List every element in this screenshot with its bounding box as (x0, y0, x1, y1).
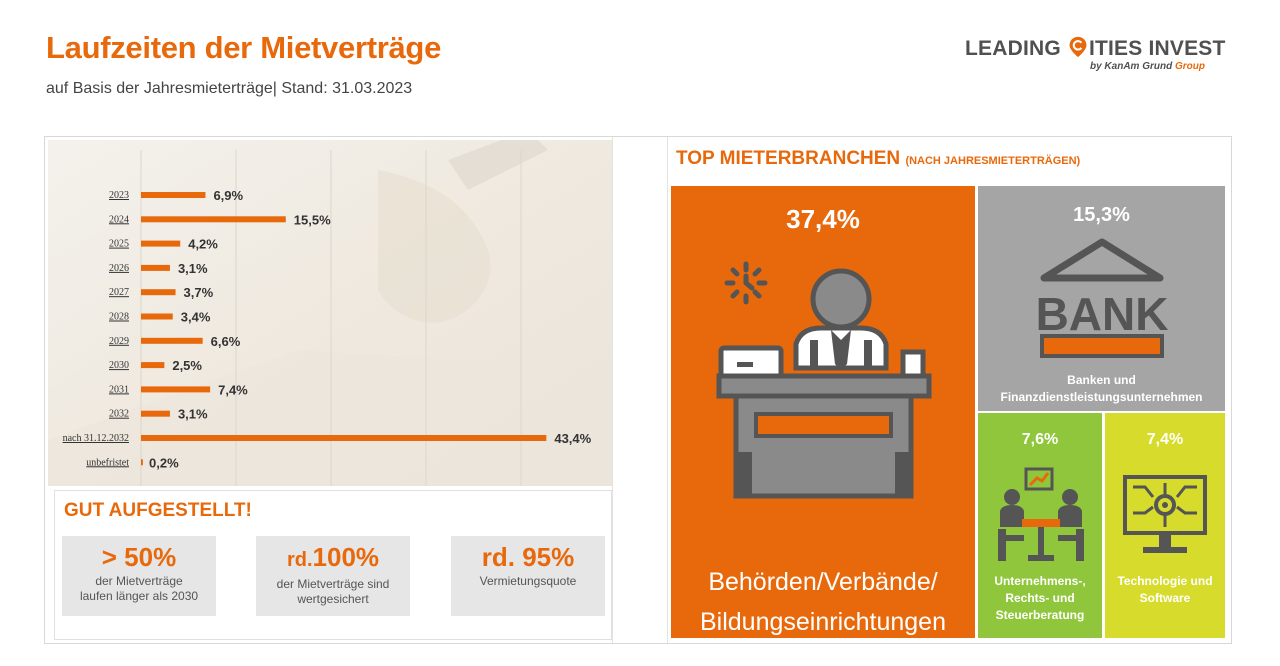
highlights-title: GUT AUFGESTELLT! (64, 500, 252, 521)
tile-label-line2: Rechts- und (1005, 591, 1075, 605)
tile-label-line1: Unternehmens-, (994, 574, 1086, 588)
y-tick-label: 2031 (109, 384, 129, 395)
data-label: 15,5% (294, 212, 331, 227)
logo-text-b: ITIES INVEST (1088, 37, 1226, 60)
tile-consulting: 7,6% Unternehmens-, Rechts- und Steuerbe… (978, 413, 1102, 638)
tile-label-line1: Banken und (1067, 373, 1136, 387)
bar (141, 313, 173, 320)
tile-percentage: 7,4% (1146, 431, 1184, 448)
location-pin-icon (1069, 36, 1087, 58)
data-label: 7,4% (218, 382, 248, 397)
y-tick-label: 2032 (109, 409, 129, 420)
y-tick-label: 2027 (109, 287, 129, 298)
bar (141, 216, 286, 223)
stat-line2: laufen länger als 2030 (79, 589, 199, 603)
bar-chart: 2023 6,9% 2024 15,5% 2025 4,2% 2026 3,1% 2027 3,7… (63, 150, 592, 486)
tile-label-line2: Software (1139, 591, 1191, 605)
tile-label-line3: Steuerberatung (995, 608, 1085, 622)
y-tick-label: unbefristet (86, 457, 129, 468)
stat-line1: der Mietverträge sind (276, 577, 390, 591)
chart-background-photo (48, 140, 612, 486)
chart-panel: 2023 6,9% 2024 15,5% 2025 4,2% 2026 3,1% 2027 3,7… (48, 140, 612, 486)
y-tick-label: 2023 (109, 190, 129, 201)
tile-label: Behörden/Verbände/ Bildungseinrichtungen (671, 562, 975, 642)
tile-banks: 15,3% BANK Banken und Finanzdienstleistu… (978, 186, 1225, 411)
data-label: 4,2% (188, 237, 218, 252)
tile-percentage: 7,6% (1021, 431, 1059, 448)
stat-value: rd. 95% (481, 542, 575, 572)
tile-label: Unternehmens-, Rechts- und Steuerberatun… (978, 573, 1102, 624)
office-worker-icon (716, 261, 932, 499)
y-tick-label: 2028 (109, 312, 129, 323)
bank-icon: BANK (1036, 238, 1168, 358)
svg-text:BANK: BANK (1036, 288, 1168, 340)
stat-value: > 50% (101, 542, 177, 572)
tile-technology: 7,4% Technologie und Software (1105, 413, 1225, 638)
tile-label: Technologie und Software (1105, 573, 1225, 607)
column-divider (612, 137, 668, 643)
stat-card-indexed: rd.100% der Mietverträge sind wertgesich… (256, 536, 410, 616)
bar (141, 435, 547, 441)
data-label: 3,1% (178, 261, 208, 276)
tile-label-line1: Behörden/Verbände/ (708, 568, 938, 596)
tile-label-line1: Technologie und (1117, 574, 1213, 588)
bar (141, 386, 211, 393)
data-label: 3,1% (178, 407, 208, 422)
bar (141, 362, 165, 369)
logo-sub-accent: Group (1175, 61, 1205, 72)
data-label: 0,2% (149, 455, 179, 470)
meeting-icon (998, 467, 1084, 561)
stat-line1: Vermietungsquote (479, 574, 577, 588)
bar (141, 459, 143, 466)
data-label: 3,4% (181, 310, 211, 325)
logo-text-a: LEADING (965, 37, 1067, 60)
bar (141, 410, 170, 417)
y-tick-label: 2026 (109, 263, 129, 274)
page-title: Laufzeiten der Mietverträge (46, 30, 442, 65)
y-tick-label: 2025 (109, 239, 129, 250)
logo-sub-prefix: by KanAm Grund (1089, 61, 1175, 72)
page-subtitle: auf Basis der Jahresmieterträge| Stand: … (46, 80, 413, 97)
company-logo: LEADING ITIES INVEST by KanAm Grund Grou… (965, 36, 1225, 76)
bar (141, 264, 170, 271)
data-label: 2,5% (172, 358, 202, 373)
stat-value-number: 100% (312, 542, 380, 572)
stat-card-contracts: > 50% der Mietverträge laufen länger als… (62, 536, 216, 616)
data-label: 3,7% (184, 285, 214, 300)
top-industries-title: TOP MIETERBRANCHEN (NACH JAHRESMIETERTRÄ… (676, 148, 1080, 170)
y-tick-label: 2029 (109, 336, 129, 347)
stat-card-occupancy: rd. 95% Vermietungsquote (451, 536, 605, 616)
bar (141, 337, 203, 344)
stat-line1: der Mietverträge (95, 574, 183, 588)
tile-label: Banken und Finanzdienstleistungsunterneh… (978, 372, 1225, 406)
bar (141, 289, 176, 296)
circuit-icon (1123, 475, 1207, 553)
tile-percentage: 37,4% (786, 204, 860, 234)
tile-label-line2: Finanzdienstleistungsunternehmen (1000, 390, 1203, 404)
tile-government: 37,4% Behörden/Verbände/ Bildungseinrich… (671, 186, 975, 638)
data-label: 6,6% (211, 334, 241, 349)
y-tick-label: 2030 (109, 360, 129, 371)
stat-value-prefix: rd. (286, 549, 313, 571)
stat-value: rd.100% (256, 542, 410, 575)
y-tick-label: 2024 (109, 214, 129, 225)
y-tick-label: nach 31.12.2032 (63, 433, 129, 444)
bar (141, 192, 206, 198)
stat-line2: wertgesichert (297, 592, 369, 606)
data-label: 43,4% (554, 431, 591, 446)
top-title-suffix: (NACH JAHRESMIETERTRÄGEN) (905, 155, 1081, 167)
tile-label-line2: Bildungseinrichtungen (699, 608, 946, 636)
tile-percentage: 15,3% (1073, 204, 1130, 226)
top-title-main: TOP MIETERBRANCHEN (676, 148, 901, 169)
content-frame (44, 136, 1232, 644)
data-label: 6,9% (213, 188, 243, 203)
bar (141, 240, 181, 247)
